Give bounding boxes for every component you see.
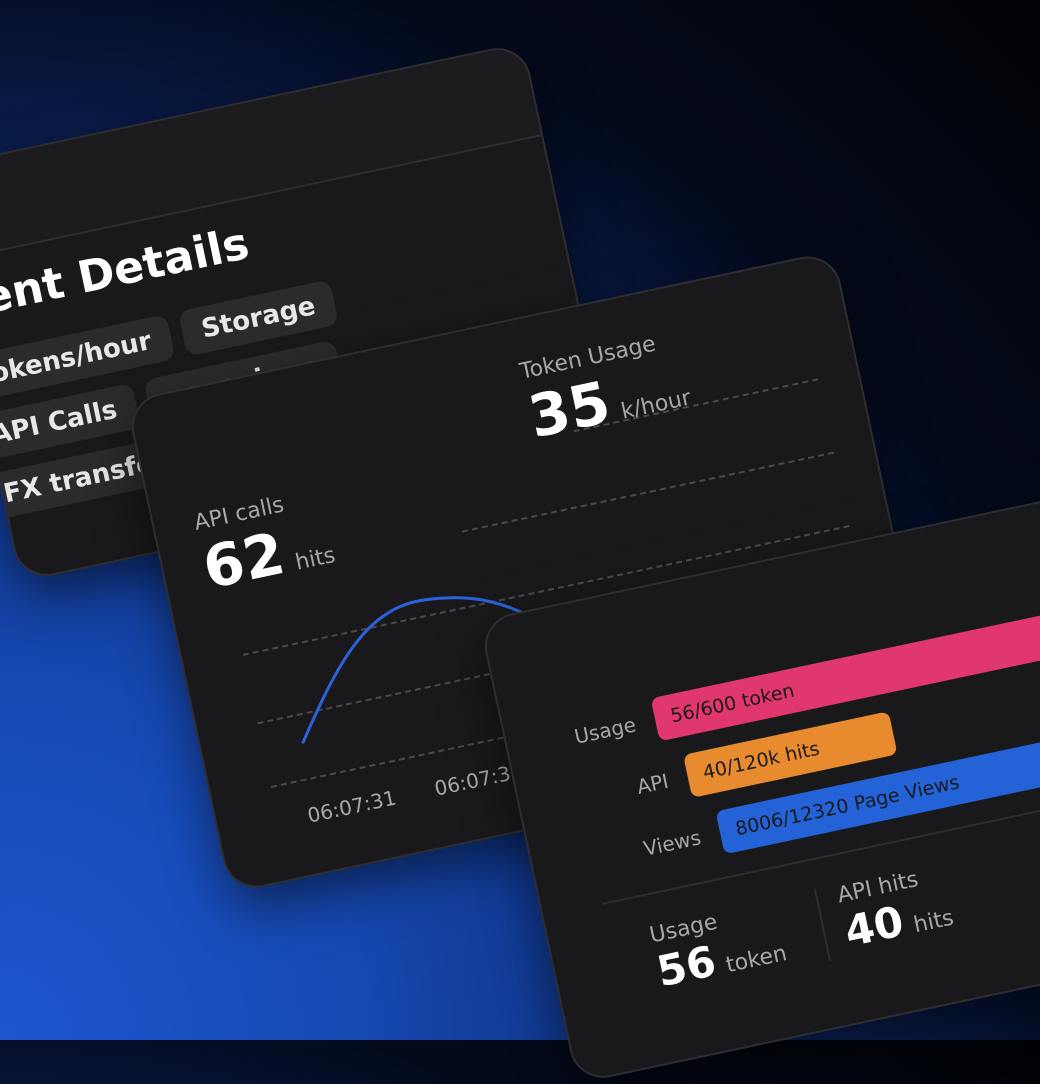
api-line (301, 596, 543, 745)
row-label: API (634, 768, 671, 799)
metrics-card: API calls 62 hits Token Usage 35 k/hour 06… (125, 250, 939, 894)
stat: Usage 56 token (628, 889, 829, 1001)
card-header (0, 44, 542, 261)
row-label: Views (641, 825, 704, 861)
usage-bar: 56/600 token (650, 590, 1040, 742)
stat-unit: hits (911, 905, 957, 939)
stat-unit: token (723, 940, 790, 979)
line-chart (301, 596, 543, 745)
row-label: Usage (572, 712, 639, 749)
stat: API hits 40 hits (813, 853, 996, 962)
stat-value: 56 (652, 936, 720, 997)
stat-value: 40 (840, 896, 908, 957)
